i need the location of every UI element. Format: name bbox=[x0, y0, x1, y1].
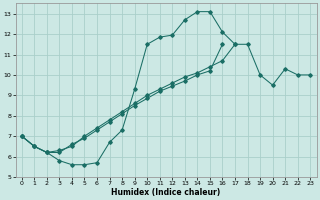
X-axis label: Humidex (Indice chaleur): Humidex (Indice chaleur) bbox=[111, 188, 221, 197]
